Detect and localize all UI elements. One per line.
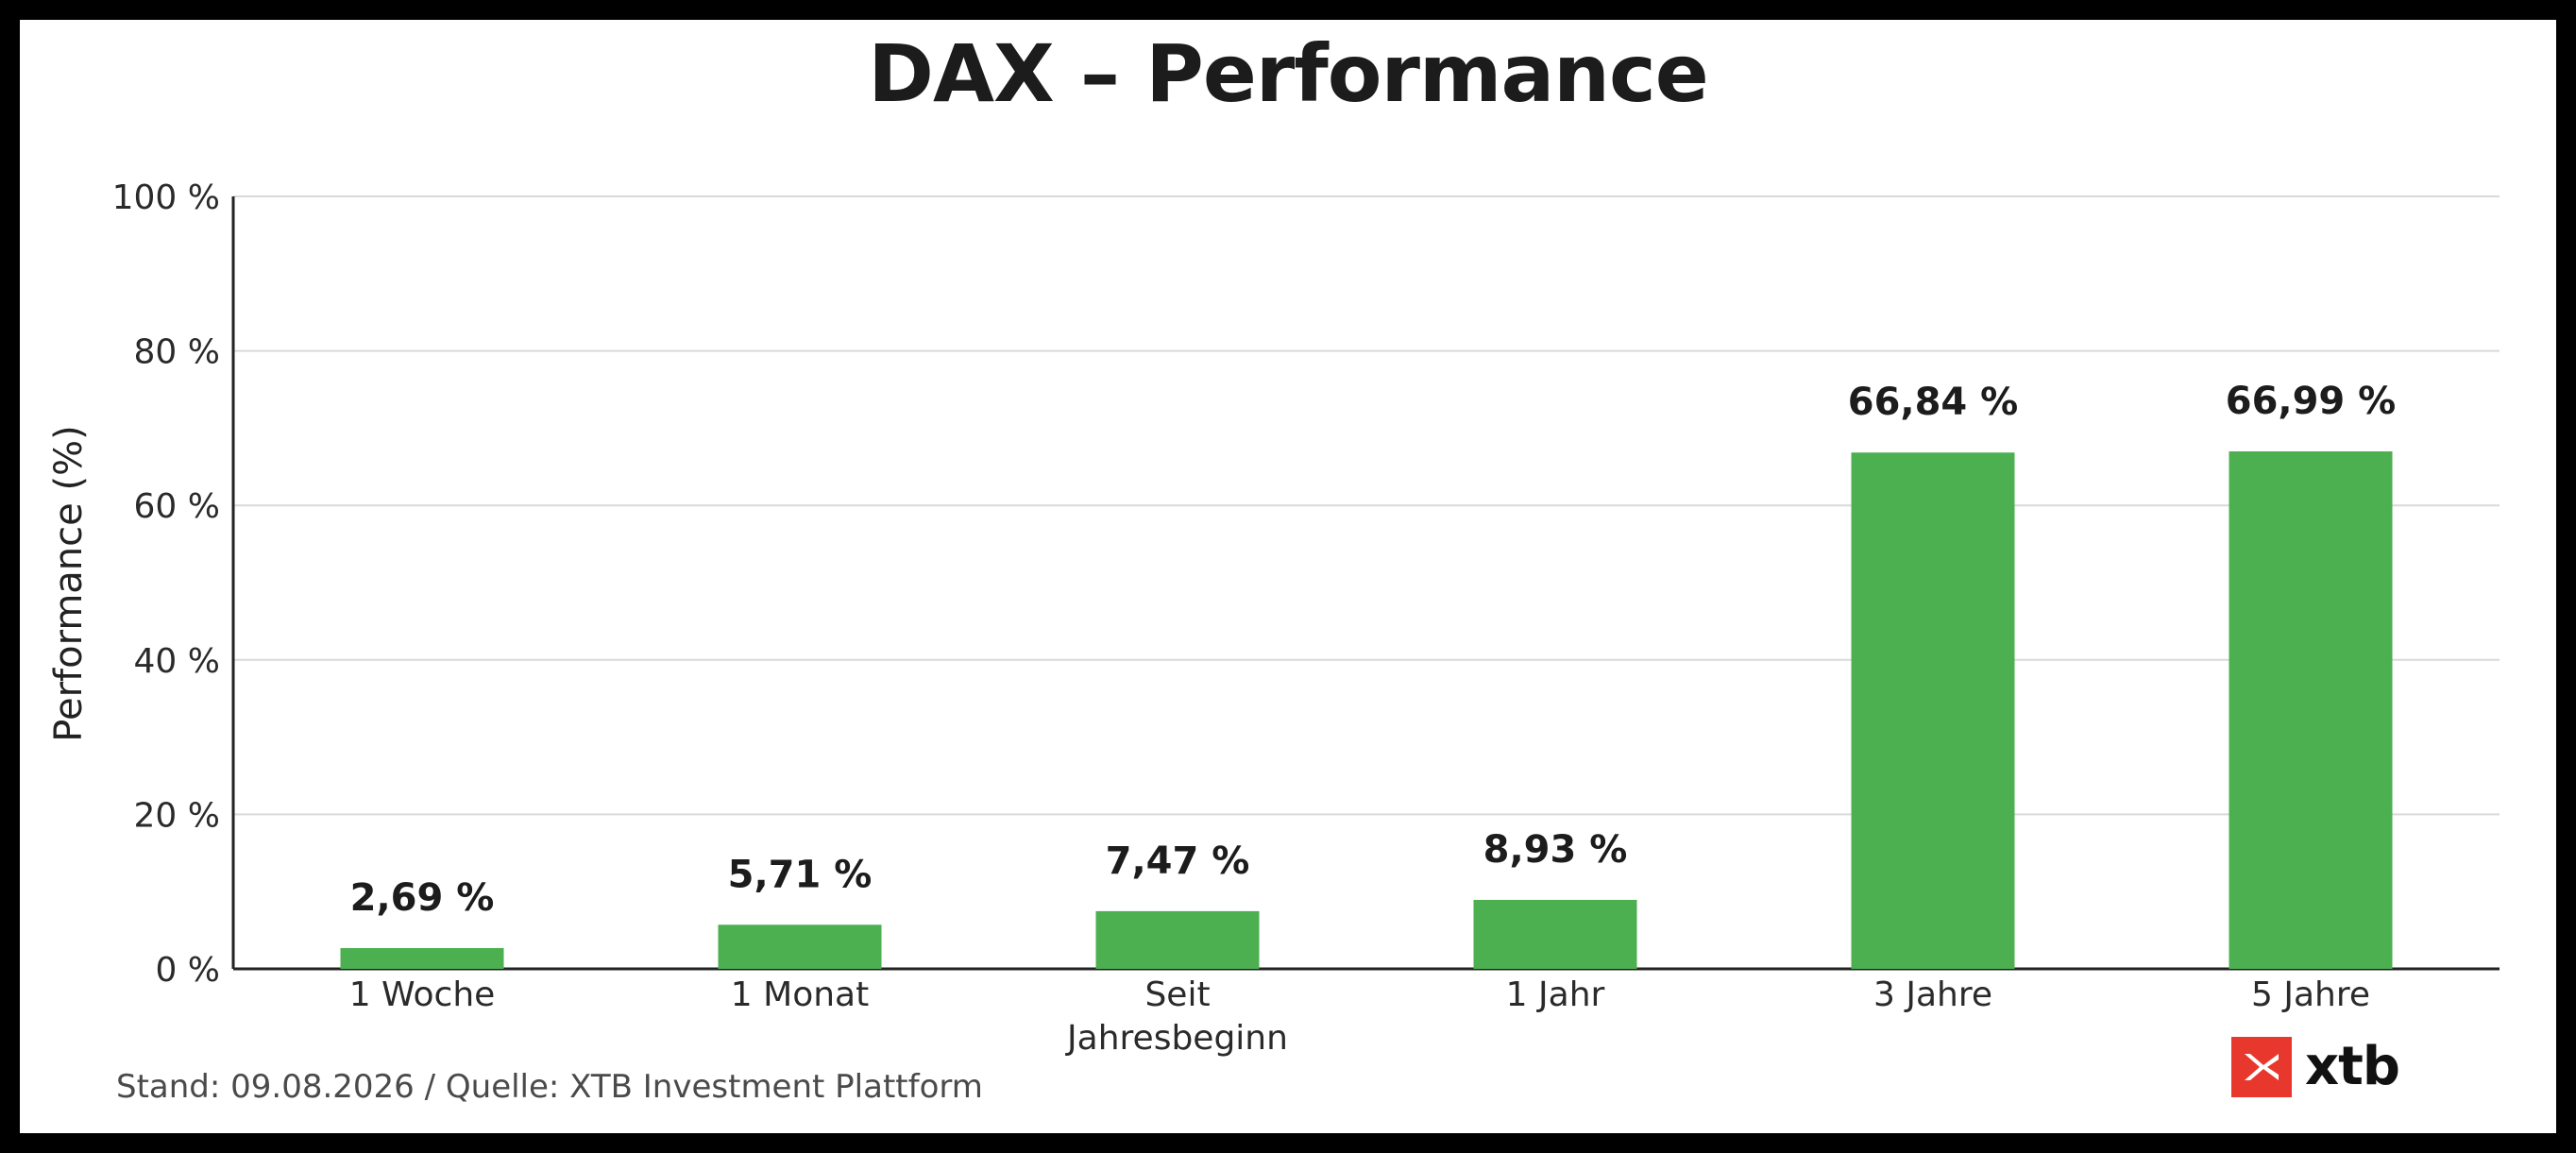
x-tick-label: 1 Monat bbox=[731, 975, 869, 1014]
data-label: 8,93 % bbox=[1483, 828, 1628, 872]
xtb-logo-text: xtb bbox=[2305, 1036, 2400, 1097]
y-tick-label: 100 % bbox=[112, 178, 220, 217]
bar bbox=[1851, 452, 2015, 970]
bar bbox=[718, 924, 882, 969]
x-tick-label: Jahresbeginn bbox=[1065, 1019, 1288, 1058]
data-label: 7,47 % bbox=[1106, 839, 1250, 883]
data-label: 5,71 % bbox=[728, 853, 873, 896]
y-tick-label: 0 % bbox=[155, 951, 220, 990]
data-label: 66,84 % bbox=[1848, 381, 2019, 424]
bar bbox=[340, 947, 504, 969]
x-tick-label: 3 Jahre bbox=[1873, 975, 1992, 1014]
data-label: 2,69 % bbox=[350, 876, 495, 920]
x-tick-label: 1 Woche bbox=[349, 975, 496, 1014]
data-label: 66,99 % bbox=[2226, 380, 2397, 423]
chart-frame: DAX – Performance Performance (%) 0 % 20 … bbox=[20, 20, 2556, 1133]
x-tick-label: 1 Jahr bbox=[1506, 975, 1605, 1014]
y-tick-label: 20 % bbox=[134, 796, 220, 835]
bar bbox=[2229, 451, 2393, 969]
y-tick-label: 40 % bbox=[134, 642, 220, 681]
xtb-logo: xtb bbox=[2231, 1036, 2400, 1097]
bar bbox=[1095, 910, 1260, 969]
x-tick-label: 5 Jahre bbox=[2251, 975, 2370, 1014]
x-tick-label: Seit bbox=[1144, 975, 1210, 1014]
y-tick-label: 80 % bbox=[134, 333, 220, 372]
chart-title: DAX – Performance bbox=[868, 27, 1708, 120]
xtb-logo-icon bbox=[2231, 1036, 2292, 1097]
y-tick-label: 60 % bbox=[134, 487, 220, 526]
bar-chart: 0 % 20 % 40 % 60 % 80 % 100 % 2,69 % 1 Woche 5,7… bbox=[112, 178, 2500, 1058]
bar bbox=[1473, 899, 1637, 969]
source-note: Stand: 09.08.2026 / Quelle: XTB Investme… bbox=[116, 1068, 983, 1106]
